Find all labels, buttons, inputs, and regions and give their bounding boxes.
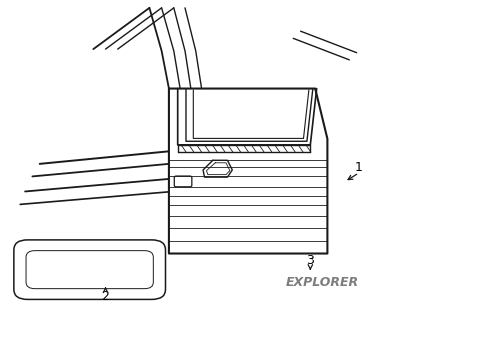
Text: 1: 1 [354,161,362,174]
Text: EXPLORER: EXPLORER [285,276,358,289]
Text: 2: 2 [102,290,109,303]
Text: 3: 3 [306,254,314,267]
